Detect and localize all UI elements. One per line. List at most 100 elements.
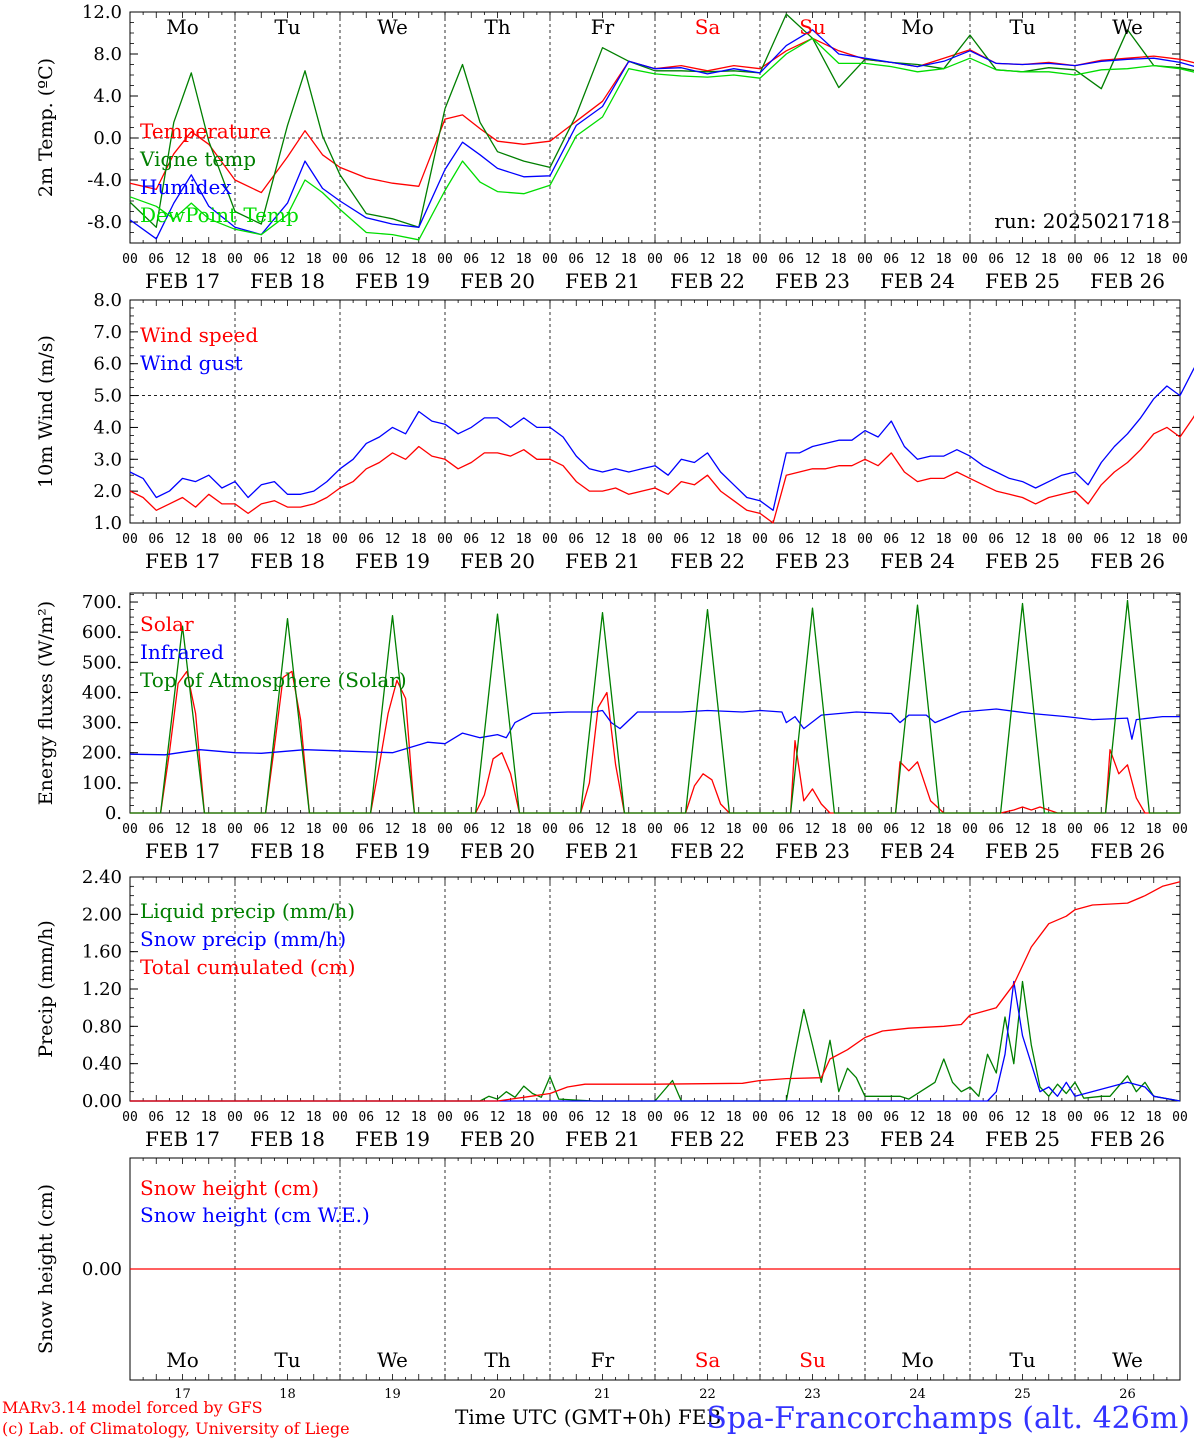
- legend-entry: DewPoint Temp: [140, 203, 299, 227]
- y-tick-label: 6.0: [93, 354, 122, 375]
- chart-panel-3: 700. 600. 500. 400. 300. 200. 100. 0. Energy flu…: [35, 592, 1188, 863]
- hour-tick-label: 00: [1172, 1110, 1188, 1125]
- date-label: FEB 26: [1090, 839, 1165, 863]
- hour-tick-label: 06: [463, 822, 479, 837]
- hour-tick-label: 18: [831, 252, 847, 267]
- hour-tick-label: 18: [201, 532, 217, 547]
- hour-tick-label: 18: [516, 1110, 532, 1125]
- y-tick-label: 3.0: [93, 449, 122, 470]
- series-line-liquid-precip-mm-h-: [130, 980, 1181, 1102]
- hour-tick-label: 12: [910, 1110, 926, 1125]
- day-number-label: 20: [489, 1387, 506, 1402]
- date-label: FEB 23: [775, 549, 850, 573]
- hour-tick-label: 12: [910, 532, 926, 547]
- hour-tick-label: 18: [306, 252, 322, 267]
- hour-tick-label: 12: [385, 252, 401, 267]
- hour-tick-label: 18: [936, 1110, 952, 1125]
- hour-tick-label: 06: [358, 822, 374, 837]
- hour-tick-label: 06: [358, 252, 374, 267]
- hour-tick-label: 06: [1093, 532, 1109, 547]
- legend-entry: Snow height (cm W.E.): [140, 1203, 370, 1227]
- date-label: FEB 19: [355, 549, 430, 573]
- hour-tick-label: 12: [280, 1110, 296, 1125]
- hour-tick-label: 06: [883, 532, 899, 547]
- y-tick-label: 500.: [82, 652, 122, 673]
- hour-tick-label: 12: [595, 532, 611, 547]
- hour-tick-label: 00: [122, 822, 138, 837]
- y-tick-label: 1.20: [82, 979, 122, 1000]
- date-label: FEB 19: [355, 839, 430, 863]
- date-label: FEB 22: [670, 1127, 745, 1151]
- hour-tick-label: 06: [568, 252, 584, 267]
- date-label: FEB 23: [775, 839, 850, 863]
- date-label: FEB 25: [985, 269, 1060, 293]
- hour-tick-label: 12: [490, 822, 506, 837]
- date-label: FEB 26: [1090, 1127, 1165, 1151]
- time-axis-label: Time UTC (GMT+0h) FEB: [455, 1405, 721, 1429]
- y-tick-label: 0.00: [82, 1259, 122, 1280]
- hour-tick-label: 12: [1120, 532, 1136, 547]
- date-label: FEB 17: [145, 269, 220, 293]
- day-name-label: Su: [799, 15, 826, 39]
- hour-tick-label: 12: [280, 252, 296, 267]
- date-label: FEB 18: [250, 269, 325, 293]
- hour-tick-label: 06: [988, 822, 1004, 837]
- legend-entry: Humidex: [140, 175, 232, 199]
- y-tick-label: 5.0: [93, 386, 122, 407]
- hour-tick-label: 18: [831, 1110, 847, 1125]
- y-tick-label: 0.0: [93, 128, 122, 149]
- day-name-label: Th: [484, 15, 510, 39]
- hour-tick-label: 18: [1146, 252, 1162, 267]
- y-tick-label: 4.0: [93, 86, 122, 107]
- day-name-label: Tu: [274, 1348, 300, 1372]
- day-name-label: Sa: [695, 15, 721, 39]
- hour-tick-label: 12: [805, 822, 821, 837]
- legend-entry: Wind gust: [140, 351, 243, 375]
- hour-tick-label: 00: [962, 252, 978, 267]
- day-number-label: 25: [1014, 1387, 1031, 1402]
- hour-tick-label: 12: [805, 1110, 821, 1125]
- day-name-label: Fr: [591, 1348, 615, 1372]
- hour-tick-label: 18: [306, 822, 322, 837]
- day-name-label: Mo: [901, 15, 934, 39]
- hour-tick-label: 06: [358, 532, 374, 547]
- day-number-label: 23: [804, 1387, 821, 1402]
- hour-tick-label: 00: [227, 822, 243, 837]
- hour-tick-label: 06: [883, 1110, 899, 1125]
- hour-tick-label: 18: [306, 1110, 322, 1125]
- day-name-label: Su: [799, 1348, 826, 1372]
- day-number-label: 19: [384, 1387, 401, 1402]
- y-tick-label: 4.0: [93, 417, 122, 438]
- hour-tick-label: 00: [437, 532, 453, 547]
- hour-tick-label: 12: [175, 822, 191, 837]
- y-tick-label: 0.: [105, 803, 122, 824]
- y-tick-label: 8.0: [93, 44, 122, 65]
- copyright: (c) Lab. of Climatology, University of L…: [2, 1419, 350, 1438]
- y-axis-label: Snow height (cm): [35, 1184, 57, 1354]
- hour-tick-label: 06: [883, 252, 899, 267]
- day-name-label: Th: [484, 1348, 510, 1372]
- hour-tick-label: 00: [227, 532, 243, 547]
- hour-tick-label: 12: [595, 252, 611, 267]
- hour-tick-label: 18: [936, 532, 952, 547]
- legend-entry: Liquid precip (mm/h): [140, 899, 355, 923]
- date-label: FEB 21: [565, 549, 640, 573]
- hour-tick-label: 06: [673, 252, 689, 267]
- day-number-label: 22: [699, 1387, 716, 1402]
- date-label: FEB 24: [880, 549, 955, 573]
- hour-tick-label: 06: [673, 822, 689, 837]
- hour-tick-label: 06: [253, 1110, 269, 1125]
- hour-tick-label: 06: [358, 1110, 374, 1125]
- hour-tick-label: 00: [122, 252, 138, 267]
- day-number-label: 18: [279, 1387, 296, 1402]
- hour-tick-label: 06: [568, 822, 584, 837]
- day-name-label: Tu: [1009, 15, 1035, 39]
- y-tick-label: 12.0: [82, 2, 122, 23]
- y-tick-label: 400.: [82, 682, 122, 703]
- y-axis-label: 2m Temp. (ºC): [35, 58, 57, 197]
- hour-tick-label: 00: [332, 532, 348, 547]
- y-tick-label: -8.0: [87, 212, 122, 233]
- series-line-temperature: [129, 37, 1194, 194]
- hour-tick-label: 18: [516, 822, 532, 837]
- hour-tick-label: 00: [437, 1110, 453, 1125]
